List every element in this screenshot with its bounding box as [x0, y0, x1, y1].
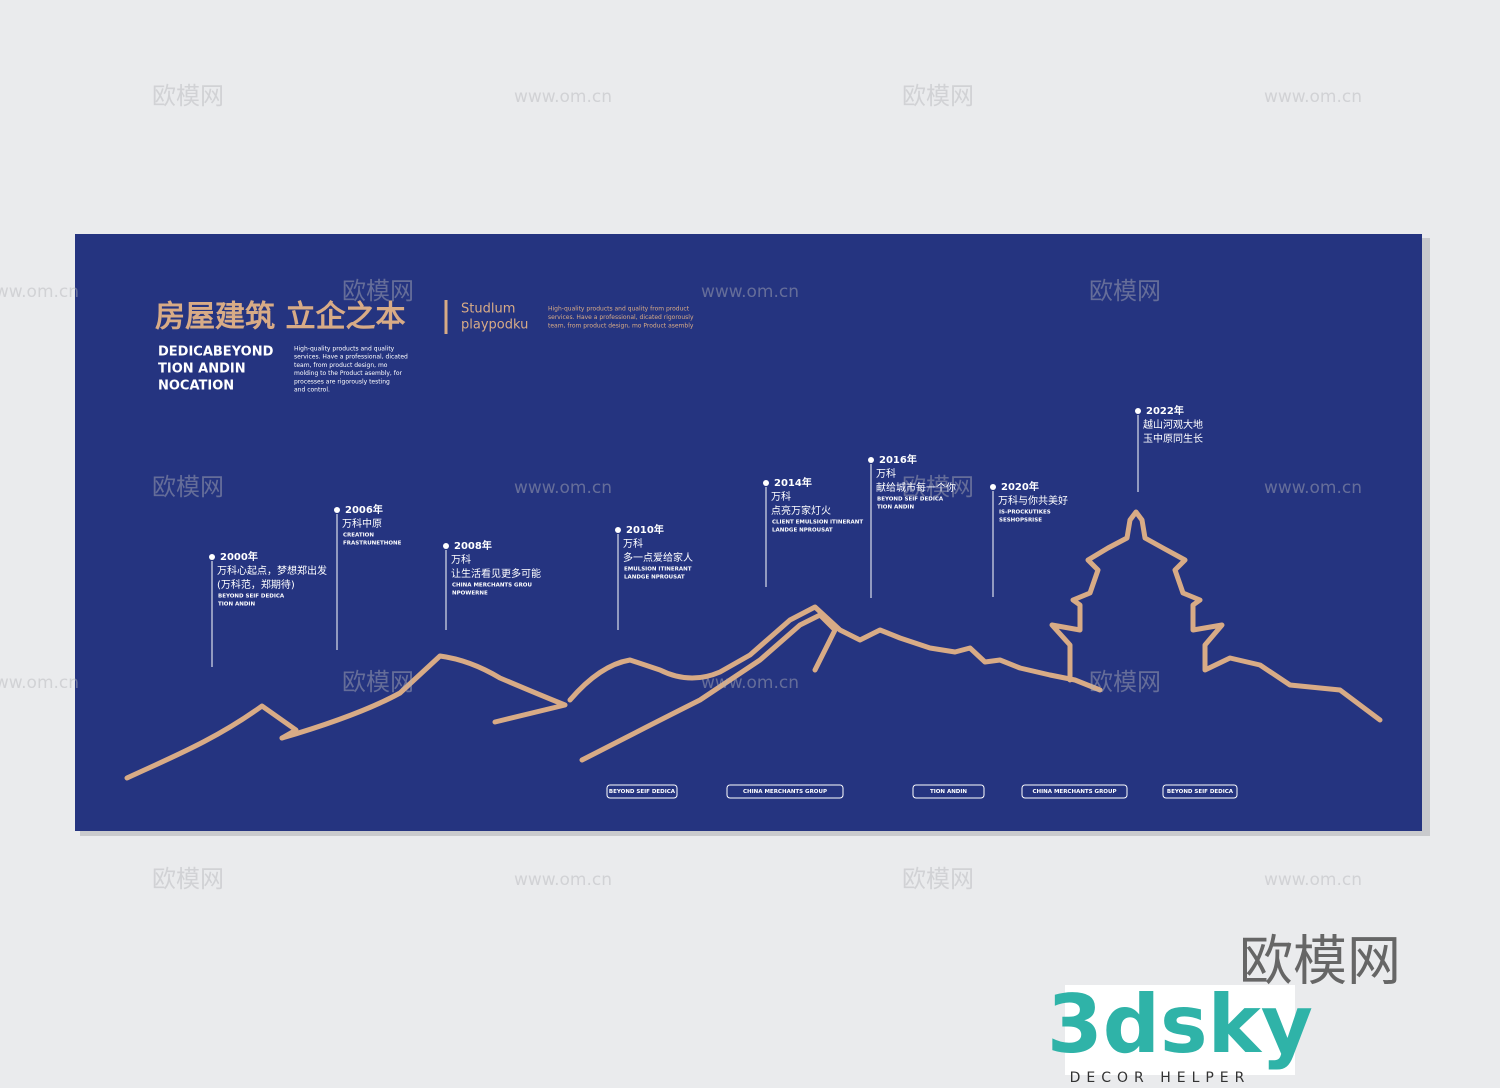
side-text: services. Have a professional, dicated r… [548, 314, 694, 321]
timeline-note: CLIENT EMULSION ITINERANT [772, 520, 863, 526]
watermark: www.om.cn [701, 282, 799, 302]
timeline-note: TION ANDIN [218, 602, 255, 608]
watermark: www.om.cn [514, 478, 612, 498]
watermark: www.om.cn [514, 870, 612, 890]
timeline-note: IS-PROCKUTIKES [999, 510, 1051, 516]
timeline-note: TION ANDIN [877, 505, 914, 511]
tag: CHINA MERCHANTS GROUP [1033, 789, 1117, 795]
timeline-note: EMULSION ITINERANT [624, 567, 692, 573]
watermark: 欧模网 [152, 473, 224, 501]
timeline-note: SESHOPSRISE [999, 518, 1042, 524]
intro: team, from product design, mo [294, 362, 388, 369]
timeline-pin [615, 527, 621, 533]
timeline-text: 多一点爱给家人 [623, 551, 693, 564]
watermark: 欧模网 [152, 82, 224, 110]
watermark: 欧模网 [1089, 277, 1161, 305]
side-title: Studlum [461, 302, 515, 317]
timeline-text: 献给城市每一个你 [876, 481, 956, 494]
timeline-text: 越山河观大地 [1143, 418, 1203, 431]
timeline-year: 2014年 [774, 476, 812, 489]
timeline-note: LANDGE NPROUSAT [624, 575, 685, 581]
timeline-text: 万科心起点，梦想郑出发 [217, 564, 327, 577]
tag: TION ANDIN [930, 789, 967, 795]
watermark: www.om.cn [0, 673, 79, 693]
side-text: High-quality products and quality from p… [548, 306, 690, 313]
timeline-text: 万科中原 [342, 517, 382, 530]
watermark: 欧模网 [342, 277, 414, 305]
timeline-text: 万科 [623, 537, 643, 550]
timeline-text: 万科 [771, 490, 791, 503]
timeline-text: 玉中原同生长 [1143, 432, 1203, 445]
watermark: www.om.cn [701, 673, 799, 693]
timeline-pin [990, 484, 996, 490]
subtitle: DEDICABEYOND [158, 345, 274, 360]
logo-tagline: DECOR HELPER [1070, 1070, 1251, 1086]
tag: BEYOND SEIF DEDICA [1167, 789, 1234, 795]
intro: molding to the Product asembly, for [294, 370, 403, 377]
timeline-text: 万科 [451, 553, 471, 566]
intro: services. Have a professional, dicated [294, 354, 408, 361]
logo-site: 欧模网 [1239, 930, 1401, 993]
tag: BEYOND SEIF DEDICA [609, 789, 676, 795]
timeline-year: 2020年 [1001, 480, 1039, 493]
timeline-note: BEYOND SEIF DEDICA [218, 594, 285, 600]
side-title: playpodku [461, 318, 528, 333]
watermark: www.om.cn [0, 282, 79, 302]
timeline-text: (万科范，郑期待) [217, 578, 295, 591]
watermark: www.om.cn [514, 87, 612, 107]
tag-box [1162, 784, 1238, 799]
timeline-text: 万科 [876, 467, 896, 480]
watermark: www.om.cn [1264, 87, 1362, 107]
intro: High-quality products and quality [294, 346, 395, 353]
timeline-pin [763, 480, 769, 486]
timeline-text: 点亮万家灯火 [771, 504, 831, 517]
timeline-pin [209, 554, 215, 560]
watermark: 欧模网 [902, 473, 974, 501]
watermark: 欧模网 [152, 865, 224, 893]
tag-box [912, 784, 985, 799]
tag: CHINA MERCHANTS GROUP [743, 789, 827, 795]
timeline-text: 万科与你共美好 [998, 494, 1068, 507]
timeline-pin [1135, 408, 1141, 414]
side-text: team, from product design, mo Product as… [548, 323, 694, 330]
timeline-note: BEYOND SEIF DEDICA [877, 497, 944, 503]
timeline-note: NPOWERNE [452, 591, 488, 597]
intro: and control. [294, 387, 330, 394]
watermark: 欧模网 [902, 82, 974, 110]
timeline-year: 2022年 [1146, 404, 1184, 417]
tag-box [1021, 784, 1128, 799]
mountains [124, 509, 1383, 781]
title: 房屋建筑 立企之本 [155, 300, 405, 335]
intro: processes are rigorously testing [294, 378, 390, 385]
logo-brand: 3dsky [1047, 978, 1313, 1071]
timeline-year: 2000年 [220, 550, 258, 563]
tag-box [726, 784, 844, 799]
timeline-note: LANDGE NPROUSAT [772, 528, 833, 534]
timeline-note: CREATION [343, 533, 374, 539]
timeline-text: 让生活看见更多可能 [451, 567, 541, 580]
timeline-note: CHINA MERCHANTS GROU [452, 583, 532, 589]
timeline-year: 2010年 [626, 523, 664, 536]
watermark: www.om.cn [1264, 870, 1362, 890]
timeline-note: FRASTRUNETHONE [343, 541, 402, 547]
timeline-year: 2006年 [345, 503, 383, 516]
tag-box [606, 784, 678, 799]
watermark: 欧模网 [342, 668, 414, 696]
logo-box [1065, 985, 1295, 1075]
watermark: www.om.cn [1264, 478, 1362, 498]
subtitle: TION ANDIN [158, 362, 246, 377]
timeline-pin [334, 507, 340, 513]
timeline-pin [443, 543, 449, 549]
timeline-year: 2016年 [879, 453, 917, 466]
watermark: 欧模网 [1089, 668, 1161, 696]
timeline-pin [868, 457, 874, 463]
watermark: 欧模网 [902, 865, 974, 893]
subtitle: NOCATION [158, 379, 234, 394]
timeline-year: 2008年 [454, 539, 492, 552]
